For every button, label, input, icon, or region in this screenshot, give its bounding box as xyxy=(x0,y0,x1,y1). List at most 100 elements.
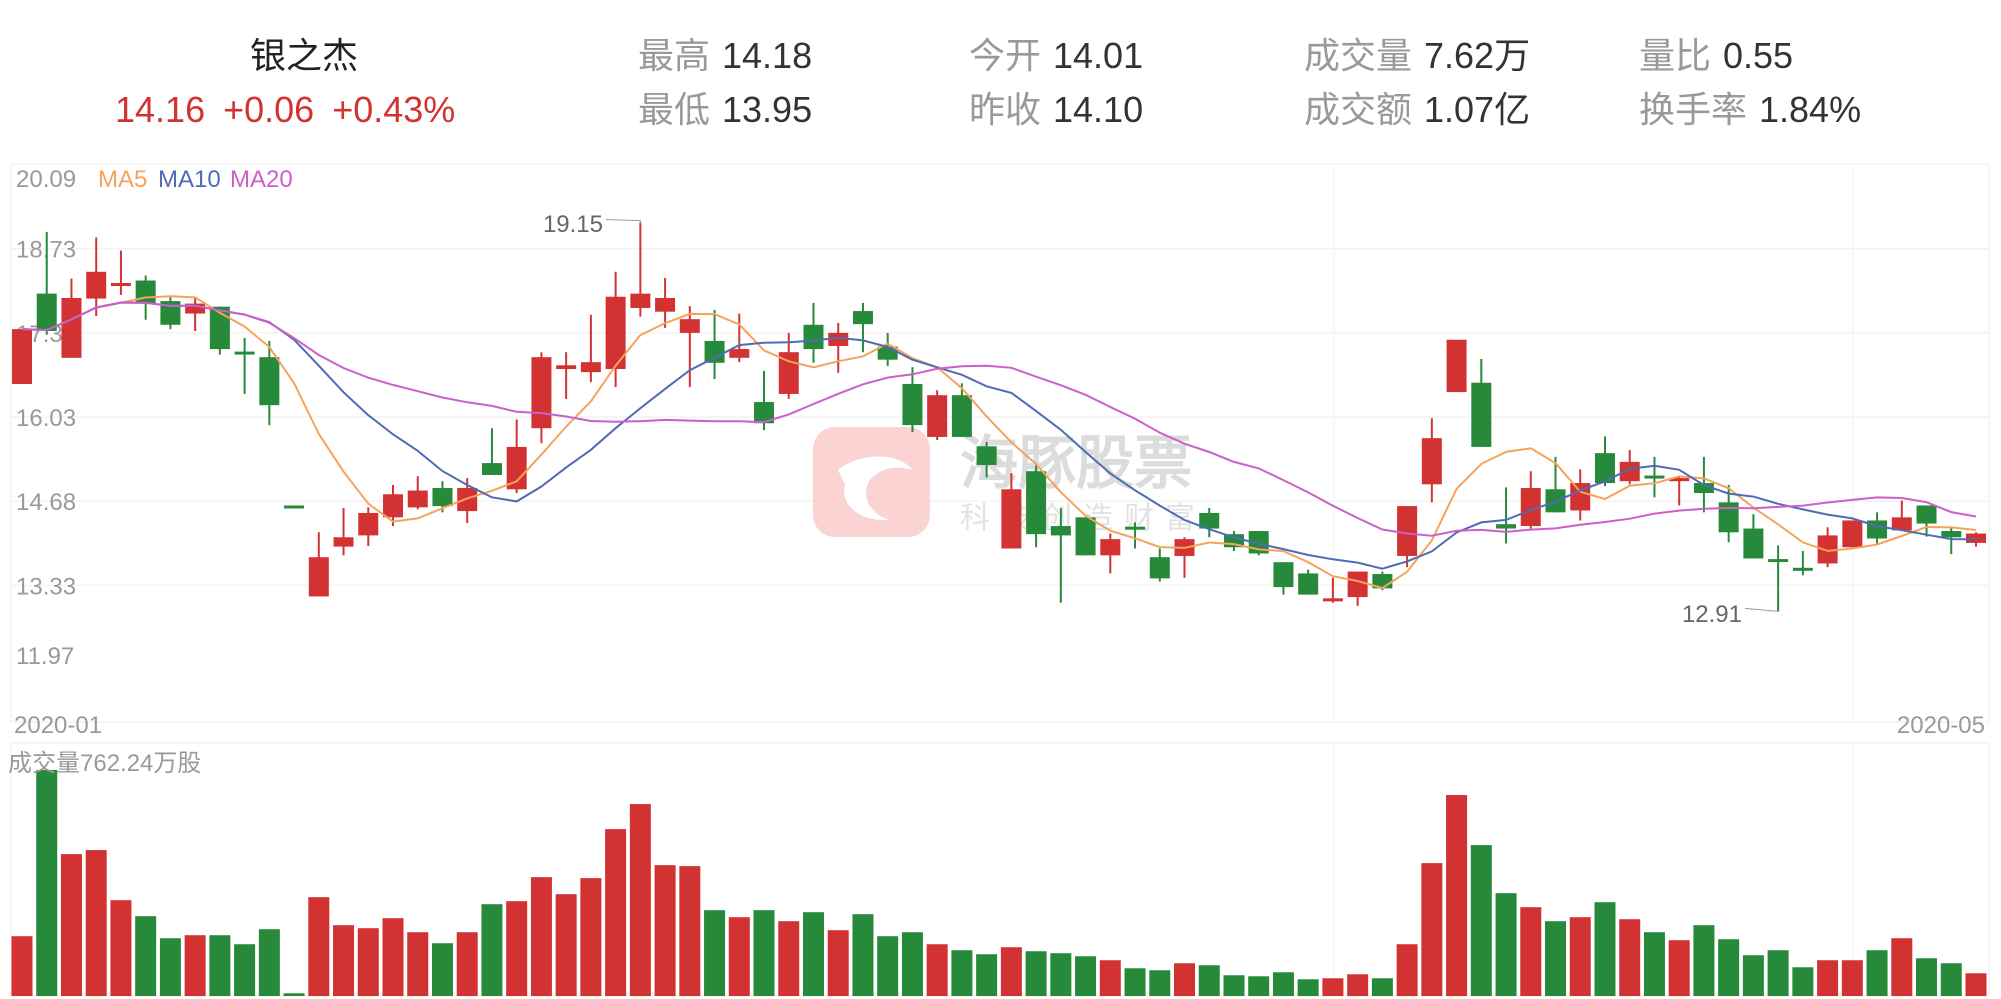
volume-bar xyxy=(654,865,676,996)
volume-bar xyxy=(1965,973,1987,996)
candle-body xyxy=(951,395,972,437)
candle-body xyxy=(1693,483,1714,494)
candle-body xyxy=(1322,598,1343,602)
candle-body xyxy=(234,351,255,355)
stat-volume-ratio: 量比 0.55 xyxy=(1639,36,1793,76)
legend-ma10: MA10 xyxy=(158,166,221,193)
candle-body xyxy=(432,488,453,507)
candle-body xyxy=(1619,461,1640,482)
volume-bars xyxy=(11,769,1987,996)
annotation-leader xyxy=(1744,607,1779,612)
volume-bar xyxy=(877,936,899,996)
volume-bar xyxy=(1792,967,1814,996)
candle-body xyxy=(259,357,280,406)
stat-turnover-rate: 换手率 1.84% xyxy=(1639,90,1861,130)
candle-body xyxy=(383,494,404,518)
annotation-leader xyxy=(605,219,641,223)
min-price-label: 12.91 xyxy=(1682,601,1742,628)
candle-body xyxy=(1669,478,1690,482)
stat-label: 成交额 xyxy=(1304,89,1413,130)
volume-bar xyxy=(901,932,923,996)
volume-bar xyxy=(1940,963,1962,996)
volume-bar xyxy=(1025,951,1047,996)
volume-bar xyxy=(60,854,82,996)
candle-body xyxy=(209,306,230,350)
volume-bar xyxy=(1223,975,1245,996)
candle-body xyxy=(531,357,552,429)
volume-bar xyxy=(308,897,330,996)
stat-low: 最低 13.95 xyxy=(638,90,812,130)
candle-body xyxy=(1842,520,1863,548)
volume-bar xyxy=(753,910,775,996)
candle-body xyxy=(1001,489,1022,549)
volume-bar xyxy=(1693,925,1715,996)
volume-bar xyxy=(407,932,429,996)
volume-bar xyxy=(1767,950,1789,996)
volume-bar xyxy=(159,938,181,996)
candle-body xyxy=(457,488,478,512)
volume-bar xyxy=(506,901,528,996)
volume-bar xyxy=(1396,944,1418,996)
candle-body xyxy=(1817,535,1838,564)
stat-value: 0.55 xyxy=(1723,35,1794,76)
candle-body xyxy=(556,365,577,370)
stat-open: 今开 14.01 xyxy=(969,36,1143,76)
volume-bar xyxy=(382,918,404,996)
candle-body xyxy=(704,340,725,363)
x-label-end: 2020-05 xyxy=(1897,712,1985,739)
stat-label: 成交量 xyxy=(1304,35,1413,76)
candle-body xyxy=(1050,526,1071,536)
volume-bar xyxy=(1322,978,1344,996)
ma5-line xyxy=(21,295,1977,590)
candle-body xyxy=(308,557,329,597)
volume-bar xyxy=(728,917,750,996)
candle-body xyxy=(605,296,626,370)
stat-label: 最低 xyxy=(638,89,711,130)
volume-bar xyxy=(110,900,132,996)
volume-bar xyxy=(1841,960,1863,996)
candle-body xyxy=(754,402,775,424)
candle-body xyxy=(1891,517,1912,531)
volume-bar xyxy=(827,930,849,996)
stat-value: 14.18 xyxy=(722,35,813,76)
candle-body xyxy=(580,362,601,373)
candle-body xyxy=(61,297,82,358)
candle-body xyxy=(1966,533,1986,543)
stat-label: 最高 xyxy=(638,35,711,76)
volume-bar xyxy=(852,914,874,996)
candle-body xyxy=(185,303,206,314)
volume-bar xyxy=(283,993,305,996)
volume-bar xyxy=(802,912,824,996)
candle-body xyxy=(86,271,107,299)
candle-body xyxy=(1421,438,1442,485)
volume-bar xyxy=(1520,907,1542,996)
candle-body xyxy=(1149,557,1170,579)
candle-body xyxy=(1075,517,1096,556)
candle-body xyxy=(407,490,428,508)
candle-body xyxy=(110,283,131,287)
candle-body xyxy=(1273,562,1294,588)
price-frame xyxy=(10,163,1990,723)
candle-body xyxy=(284,505,305,509)
candle-body xyxy=(1520,488,1541,527)
candle-body xyxy=(1100,539,1121,556)
stat-volume: 成交量 7.62万 xyxy=(1304,36,1530,76)
candle-body xyxy=(1644,475,1665,479)
volume-bar xyxy=(1421,863,1443,996)
watermark-brand: 海豚股票 xyxy=(960,431,1192,496)
candle-body xyxy=(655,297,676,312)
volume-bar xyxy=(1075,956,1097,996)
volume-bar xyxy=(580,878,602,996)
candle-body xyxy=(976,446,997,465)
volume-bar xyxy=(1297,979,1319,996)
candles xyxy=(12,219,1986,612)
stat-value: 14.01 xyxy=(1053,35,1144,76)
candle-body xyxy=(1718,502,1739,533)
volume-bar xyxy=(1742,955,1764,996)
volume-bar xyxy=(184,935,206,996)
volume-bar xyxy=(1718,939,1740,996)
candle-body xyxy=(1471,382,1492,447)
stat-value: 13.95 xyxy=(722,89,813,130)
stat-prev-close: 昨收 14.10 xyxy=(969,90,1143,130)
